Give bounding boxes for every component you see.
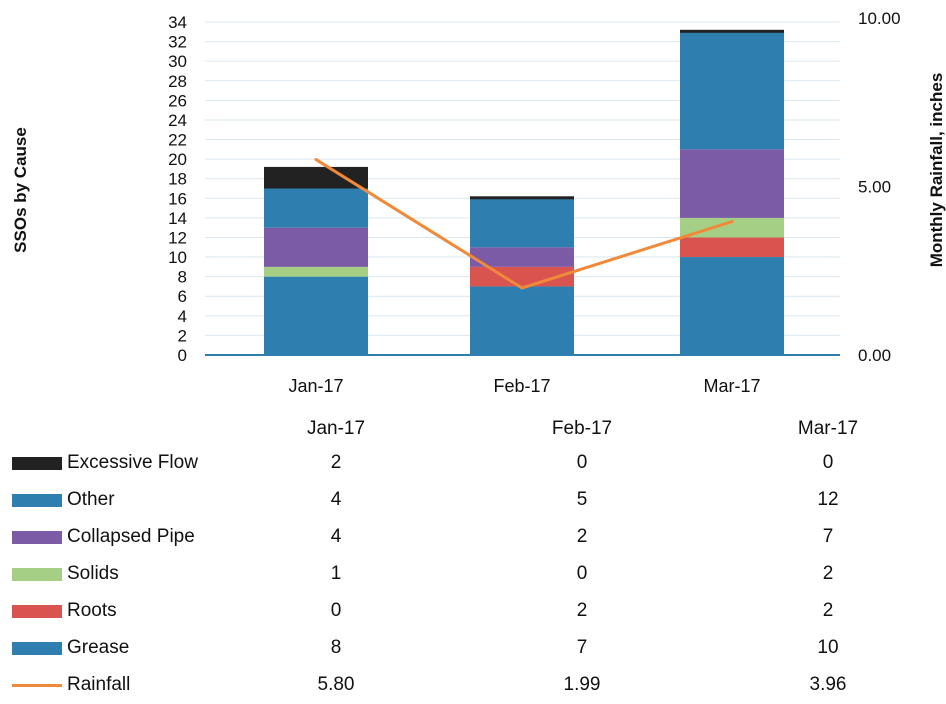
y-tick-label: 0 xyxy=(178,346,187,365)
bar-grease xyxy=(470,286,574,355)
table-cell: 5.80 xyxy=(317,674,355,695)
legend-label: Excessive Flow xyxy=(67,452,198,473)
table-cell: 1 xyxy=(330,563,342,584)
y-tick-label: 10 xyxy=(168,248,187,267)
table-row: Collapsed Pipe 4 2 7 xyxy=(0,526,946,556)
table-cell: 2 xyxy=(576,600,588,621)
bar-collapsed-pipe xyxy=(680,149,784,218)
y-tick-label: 4 xyxy=(178,307,187,326)
table-header: Jan-17 xyxy=(306,418,366,439)
rainfall-point xyxy=(520,286,524,290)
bar-other xyxy=(470,198,574,248)
legend-label: Solids xyxy=(67,563,119,584)
rainfall-point xyxy=(314,158,318,162)
y-axis-title: SSOs by Cause xyxy=(11,127,30,253)
bar-collapsed-pipe xyxy=(470,247,574,267)
table-cell: 4 xyxy=(330,489,342,510)
table-cell: 0 xyxy=(822,452,834,473)
y-tick-label: 16 xyxy=(168,189,187,208)
y-tick-label: 22 xyxy=(168,131,187,150)
x-tick-label: Jan-17 xyxy=(288,376,343,396)
y2-tick-label: 0.00 xyxy=(858,346,891,365)
table-header: Feb-17 xyxy=(551,418,613,439)
bar-solids xyxy=(264,266,368,277)
table-cell: 1.99 xyxy=(563,674,601,695)
bar-top-edge xyxy=(680,29,784,33)
table-cell: 7 xyxy=(822,526,834,547)
bar-top-edge xyxy=(470,196,574,200)
table-cell: 4 xyxy=(330,526,342,547)
y-tick-label: 14 xyxy=(168,209,187,228)
table-cell: 2 xyxy=(576,526,588,547)
table-cell: 12 xyxy=(817,489,839,510)
bar-solids xyxy=(680,217,784,238)
bar-other xyxy=(264,188,368,228)
table-cell: 0 xyxy=(576,452,588,473)
bar-grease xyxy=(264,276,368,355)
y-tick-label: 28 xyxy=(168,72,187,91)
y-tick-label: 24 xyxy=(168,111,187,130)
y-tick-label: 20 xyxy=(168,150,187,169)
chart-area: 02468101214161820222426283032340.005.001… xyxy=(11,9,946,396)
table-cell: 0 xyxy=(330,600,342,621)
legend-swatch xyxy=(12,494,62,507)
table-row: Solids 1 0 2 xyxy=(0,563,946,593)
y-tick-label: 26 xyxy=(168,91,187,110)
table-row: Excessive Flow 2 0 0 xyxy=(0,452,946,482)
table-row: Grease 8 7 10 xyxy=(0,637,946,667)
table-cell: 3.96 xyxy=(809,674,847,695)
legend-swatch xyxy=(12,531,62,544)
table-row: Roots 0 2 2 xyxy=(0,600,946,630)
table-cell: 0 xyxy=(576,563,588,584)
y-tick-label: 34 xyxy=(168,13,187,32)
table-cell: 2 xyxy=(330,452,342,473)
bar-roots xyxy=(680,237,784,258)
y2-tick-label: 10.00 xyxy=(858,9,901,28)
legend-label: Other xyxy=(67,489,115,510)
y-tick-label: 8 xyxy=(178,268,187,287)
legend-label: Grease xyxy=(67,637,130,658)
table-row: Rainfall 5.80 1.99 3.96 xyxy=(0,674,946,704)
legend-label: Roots xyxy=(67,600,117,621)
y-tick-label: 18 xyxy=(168,170,187,189)
legend-label: Rainfall xyxy=(67,674,131,695)
bar-other xyxy=(680,31,784,150)
y2-tick-label: 5.00 xyxy=(858,178,891,197)
legend-swatch xyxy=(12,684,62,687)
table-cell: 7 xyxy=(576,637,588,658)
table-row: Other 4 5 12 xyxy=(0,489,946,519)
bar-collapsed-pipe xyxy=(264,227,368,267)
table-header: Mar-17 xyxy=(797,418,859,439)
legend-label: Collapsed Pipe xyxy=(67,526,195,547)
bar-top-edge xyxy=(264,166,368,170)
bar-excessive-flow xyxy=(264,168,368,189)
legend-swatch xyxy=(12,568,62,581)
table-cell: 10 xyxy=(817,637,839,658)
legend-swatch xyxy=(12,642,62,655)
y-tick-label: 2 xyxy=(178,326,187,345)
y-tick-label: 32 xyxy=(168,33,187,52)
table-cell: 2 xyxy=(822,600,834,621)
table-cell: 8 xyxy=(330,637,342,658)
y2-axis-title: Monthly Rainfall, inches xyxy=(927,73,946,268)
legend-swatch xyxy=(12,605,62,618)
x-tick-label: Feb-17 xyxy=(493,376,550,396)
rainfall-point xyxy=(730,220,734,224)
bar-grease xyxy=(680,257,784,355)
table-cell: 5 xyxy=(576,489,588,510)
x-tick-label: Mar-17 xyxy=(703,376,760,396)
legend-swatch xyxy=(12,457,62,470)
table-cell: 2 xyxy=(822,563,834,584)
y-tick-label: 30 xyxy=(168,52,187,71)
y-tick-label: 6 xyxy=(178,287,187,306)
y-tick-label: 12 xyxy=(168,228,187,247)
